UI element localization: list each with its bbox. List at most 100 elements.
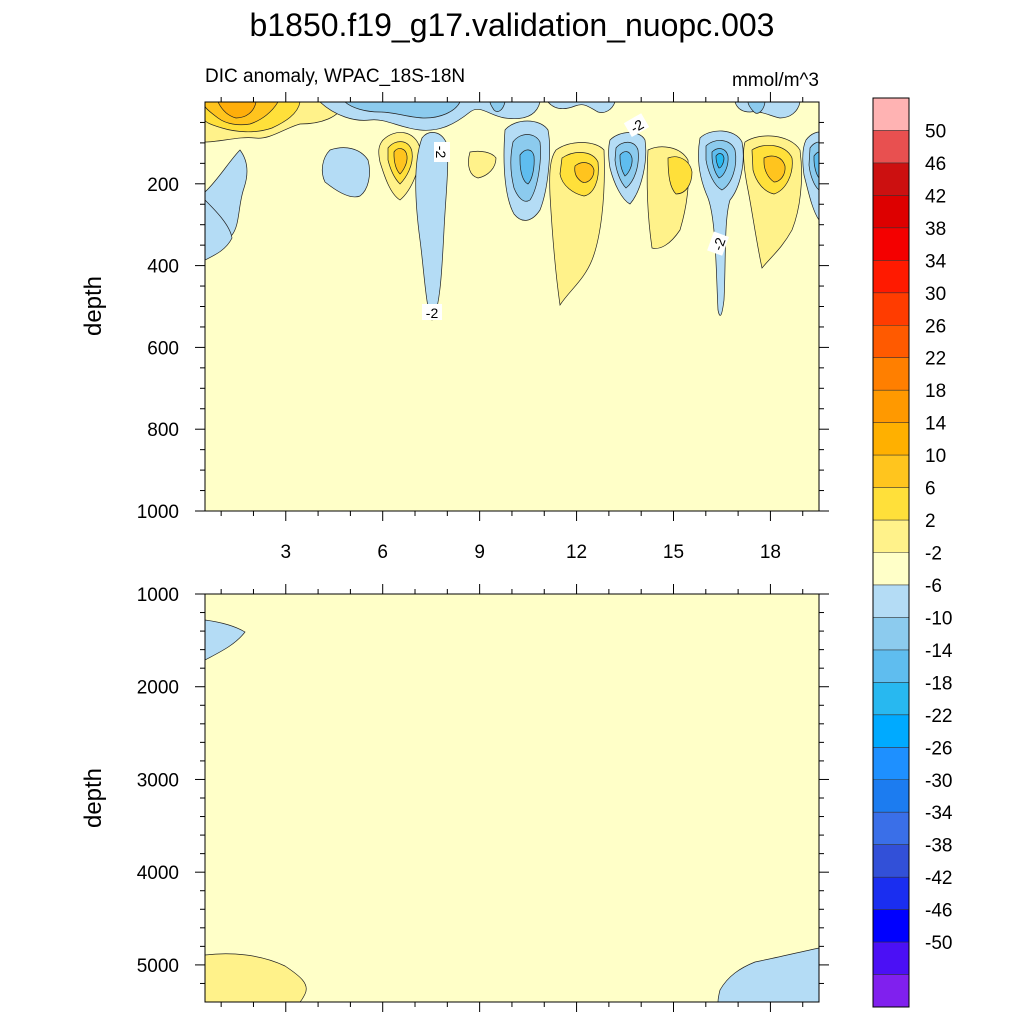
colorbar-swatch bbox=[873, 974, 909, 1008]
colorbar-level-label: 18 bbox=[925, 381, 946, 402]
colorbar-swatch bbox=[873, 98, 909, 131]
upper-panel-contour-labels: -2 -2 -2 -2 bbox=[422, 113, 729, 321]
colorbar-swatch bbox=[873, 195, 909, 229]
contour-label: -2 bbox=[623, 113, 650, 138]
colorbar-level-label: 38 bbox=[925, 219, 946, 240]
y-axis-label: depth bbox=[80, 276, 107, 336]
contour-label-text: -2 bbox=[426, 305, 439, 321]
colorbar-swatch bbox=[873, 877, 909, 911]
y-axis-label: depth bbox=[80, 768, 107, 828]
contour-region bbox=[489, 102, 506, 112]
colorbar-swatch bbox=[873, 747, 909, 781]
contour-region bbox=[667, 156, 693, 195]
colorbar-swatch bbox=[873, 812, 909, 846]
colorbar-level-label: 30 bbox=[925, 284, 946, 305]
colorbar-level-label: -18 bbox=[925, 673, 952, 694]
contour-region bbox=[574, 162, 595, 183]
y-tick-label: 2000 bbox=[137, 678, 179, 699]
contour-region bbox=[813, 151, 819, 179]
colorbar-level-label: 22 bbox=[925, 349, 946, 370]
contour-region bbox=[344, 102, 461, 119]
contour-label-text: -2 bbox=[433, 146, 449, 159]
colorbar-level-label: 46 bbox=[925, 154, 946, 175]
colorbar-level-label: -46 bbox=[925, 901, 952, 922]
x-tick-label: 6 bbox=[377, 542, 388, 563]
colorbar-swatch bbox=[873, 520, 909, 553]
colorbar-level-label: 34 bbox=[925, 251, 947, 272]
colorbar-swatch bbox=[873, 325, 909, 359]
contour-region bbox=[205, 199, 233, 261]
contour-region bbox=[763, 155, 786, 183]
contour-label-text: -2 bbox=[709, 235, 728, 252]
colorbar-level-label: -22 bbox=[925, 706, 952, 727]
contour-region bbox=[468, 150, 497, 179]
colorbar-level-label: -14 bbox=[925, 641, 953, 662]
colorbar-level-label: -26 bbox=[925, 738, 952, 759]
colorbar-swatch bbox=[873, 162, 909, 196]
colorbar-level-label: 14 bbox=[925, 414, 947, 435]
x-tick-label: 9 bbox=[474, 542, 485, 563]
contour-label: -2 bbox=[433, 142, 450, 162]
y-tick-label: 5000 bbox=[137, 956, 179, 977]
colorbar-frame bbox=[872, 97, 910, 1008]
colorbar-level-label: -42 bbox=[925, 868, 952, 889]
contour-region bbox=[717, 947, 819, 1002]
colorbar-swatch bbox=[873, 130, 909, 164]
colorbar-swatch bbox=[873, 390, 909, 424]
chart-subtitle: DIC anomaly, WPAC_18S-18N bbox=[205, 66, 465, 87]
colorbar-level-label: -10 bbox=[925, 608, 952, 629]
y-tick-label: 4000 bbox=[137, 863, 179, 884]
colorbar-swatch bbox=[873, 584, 909, 618]
colorbar-level-label: -50 bbox=[925, 933, 952, 954]
colorbar-swatch bbox=[873, 844, 909, 878]
colorbar-level-label: -38 bbox=[925, 836, 952, 857]
colorbar-swatch bbox=[873, 617, 909, 651]
colorbar-level-label: -6 bbox=[925, 576, 942, 597]
colorbar-swatch bbox=[873, 552, 909, 586]
colorbar-swatch bbox=[873, 227, 909, 261]
lower-panel-background bbox=[205, 594, 819, 1002]
colorbar-swatch bbox=[873, 942, 909, 976]
colorbar-swatch bbox=[873, 779, 909, 813]
contour-label: -2 bbox=[707, 231, 729, 256]
colorbar-level-label: 10 bbox=[925, 446, 946, 467]
upper-panel: 200 400 600 800 1000 3 6 9 12 15 18 -2 -2 -2 -2 depth bbox=[80, 92, 829, 563]
contour-region bbox=[519, 149, 535, 185]
colorbar-level-label: -34 bbox=[925, 803, 953, 824]
chart-title: b1850.f19_g17.validation_nuopc.003 bbox=[250, 7, 775, 43]
contour-region bbox=[205, 619, 246, 661]
x-tick-label: 15 bbox=[663, 542, 684, 563]
colorbar-level-label: -2 bbox=[925, 544, 942, 565]
y-tick-label: 200 bbox=[147, 175, 179, 196]
contour-region bbox=[747, 102, 766, 114]
y-tick-label: 3000 bbox=[137, 770, 179, 791]
colorbar-swatch bbox=[873, 260, 909, 294]
colorbar-swatch bbox=[873, 357, 909, 391]
colorbar-level-label: -30 bbox=[925, 771, 952, 792]
colorbar-level-label: 42 bbox=[925, 186, 946, 207]
colorbar-level-label: 6 bbox=[925, 479, 936, 500]
lower-panel-ticks: 1000 2000 3000 4000 5000 bbox=[137, 584, 829, 1012]
contour-region bbox=[547, 102, 616, 113]
y-tick-label: 1000 bbox=[137, 502, 179, 523]
y-tick-label: 1000 bbox=[137, 585, 179, 606]
x-tick-label: 12 bbox=[566, 542, 587, 563]
contour-region bbox=[715, 153, 725, 169]
colorbar-swatch bbox=[873, 682, 909, 716]
contour-region bbox=[205, 953, 307, 1002]
contour-region bbox=[393, 148, 408, 175]
colorbar-level-label: 2 bbox=[925, 511, 936, 532]
colorbar-swatch bbox=[873, 422, 909, 456]
colorbar-level-label: 26 bbox=[925, 316, 946, 337]
contour-region bbox=[619, 151, 633, 177]
colorbar-swatch bbox=[873, 714, 909, 748]
colorbar: 50 46 42 38 34 30 26 22 18 14 10 6 2 -2 -6 -10 -14 -18 -22… bbox=[872, 97, 953, 1008]
colorbar-swatch bbox=[873, 909, 909, 943]
x-tick-label: 18 bbox=[760, 542, 781, 563]
contour-region bbox=[321, 147, 370, 198]
colorbar-level-label: 50 bbox=[925, 121, 946, 142]
colorbar-swatch bbox=[873, 455, 909, 489]
lower-panel: 1000 2000 3000 4000 5000 depth bbox=[80, 584, 829, 1012]
colorbar-swatch bbox=[873, 487, 909, 521]
